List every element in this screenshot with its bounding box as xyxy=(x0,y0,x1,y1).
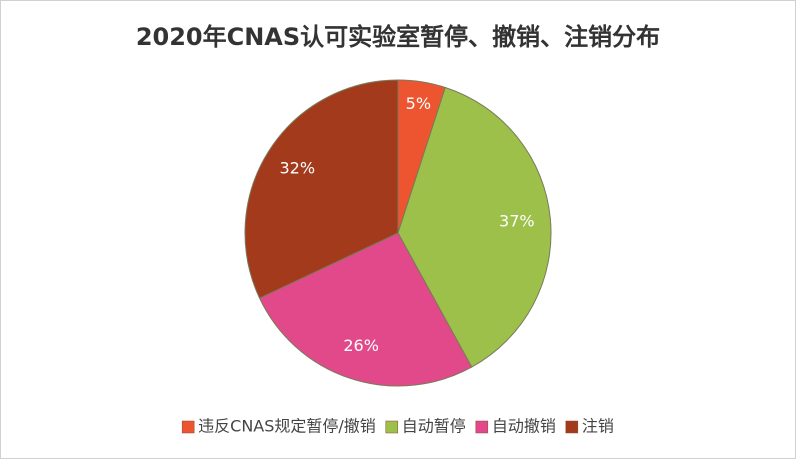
chart-title: 2020年CNAS认可实验室暂停、撤销、注销分布 xyxy=(136,23,660,51)
legend-label: 违反CNAS规定暂停/撤销 xyxy=(198,417,376,436)
pie-slice xyxy=(258,232,473,387)
legend-swatch xyxy=(565,420,579,434)
legend-swatch xyxy=(475,420,489,434)
pie-slice xyxy=(244,79,399,299)
legend-swatch xyxy=(385,420,399,434)
data-label: 5% xyxy=(406,94,431,113)
legend-label: 注销 xyxy=(582,417,614,436)
data-label: 32% xyxy=(279,159,315,178)
data-label: 37% xyxy=(499,211,535,230)
legend-label: 自动撤销 xyxy=(492,417,556,436)
pie-slice xyxy=(397,86,552,368)
legend-label: 自动暂停 xyxy=(402,417,466,436)
legend-swatch xyxy=(181,420,195,434)
data-label: 26% xyxy=(343,336,379,355)
